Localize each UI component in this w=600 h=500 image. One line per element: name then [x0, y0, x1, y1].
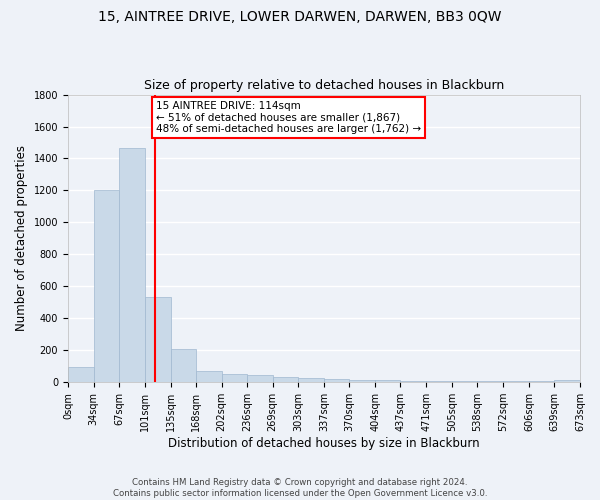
- Bar: [554, 380, 580, 382]
- Bar: [272, 376, 298, 382]
- Bar: [376, 380, 400, 382]
- Bar: [400, 380, 426, 382]
- Bar: [196, 370, 221, 382]
- Bar: [170, 350, 196, 382]
- Title: Size of property relative to detached houses in Blackburn: Size of property relative to detached ho…: [144, 79, 504, 92]
- Bar: [426, 381, 452, 382]
- Bar: [298, 378, 325, 382]
- Bar: [247, 375, 272, 382]
- X-axis label: Distribution of detached houses by size in Blackburn: Distribution of detached houses by size …: [168, 437, 480, 450]
- Bar: [452, 381, 477, 382]
- Bar: [119, 148, 145, 382]
- Bar: [325, 379, 349, 382]
- Text: 15, AINTREE DRIVE, LOWER DARWEN, DARWEN, BB3 0QW: 15, AINTREE DRIVE, LOWER DARWEN, DARWEN,…: [98, 10, 502, 24]
- Text: Contains HM Land Registry data © Crown copyright and database right 2024.
Contai: Contains HM Land Registry data © Crown c…: [113, 478, 487, 498]
- Text: 15 AINTREE DRIVE: 114sqm
← 51% of detached houses are smaller (1,867)
48% of sem: 15 AINTREE DRIVE: 114sqm ← 51% of detach…: [156, 101, 421, 134]
- Bar: [145, 296, 170, 382]
- Y-axis label: Number of detached properties: Number of detached properties: [15, 146, 28, 332]
- Bar: [94, 190, 119, 382]
- Bar: [477, 381, 503, 382]
- Bar: [68, 366, 94, 382]
- Bar: [349, 380, 376, 382]
- Bar: [221, 374, 247, 382]
